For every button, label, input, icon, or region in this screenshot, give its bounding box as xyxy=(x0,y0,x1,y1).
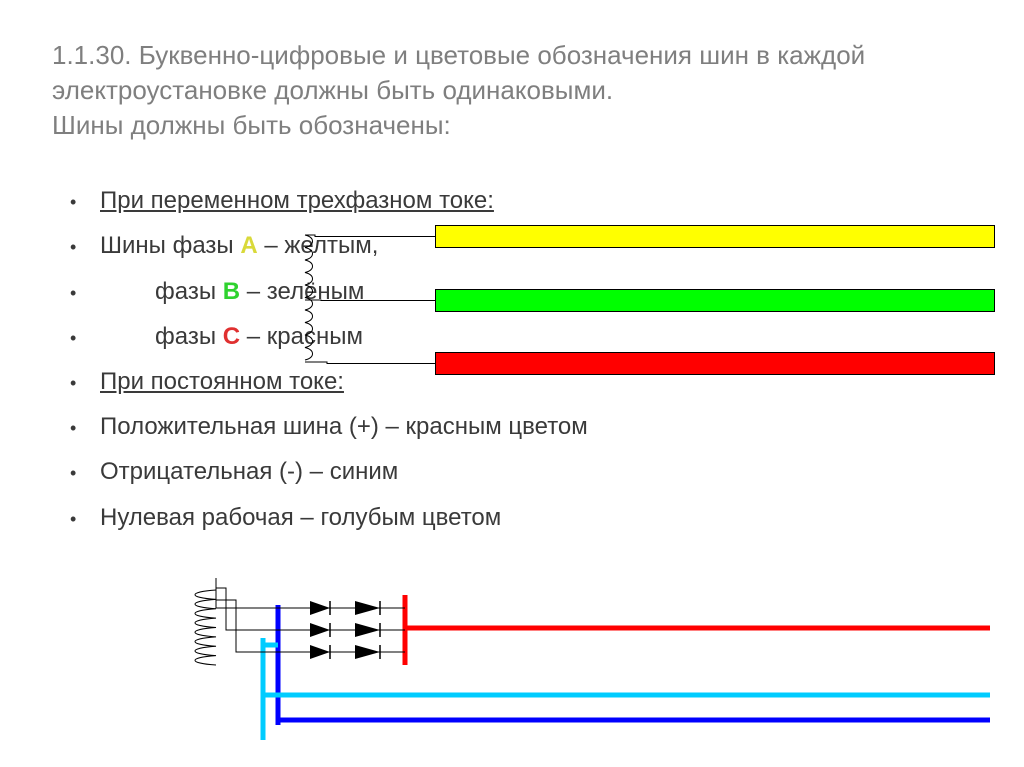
slide: 1.1.30. Буквенно-цифровые и цветовые обо… xyxy=(0,0,1024,767)
dc-rectifier-diagram xyxy=(0,0,1024,767)
